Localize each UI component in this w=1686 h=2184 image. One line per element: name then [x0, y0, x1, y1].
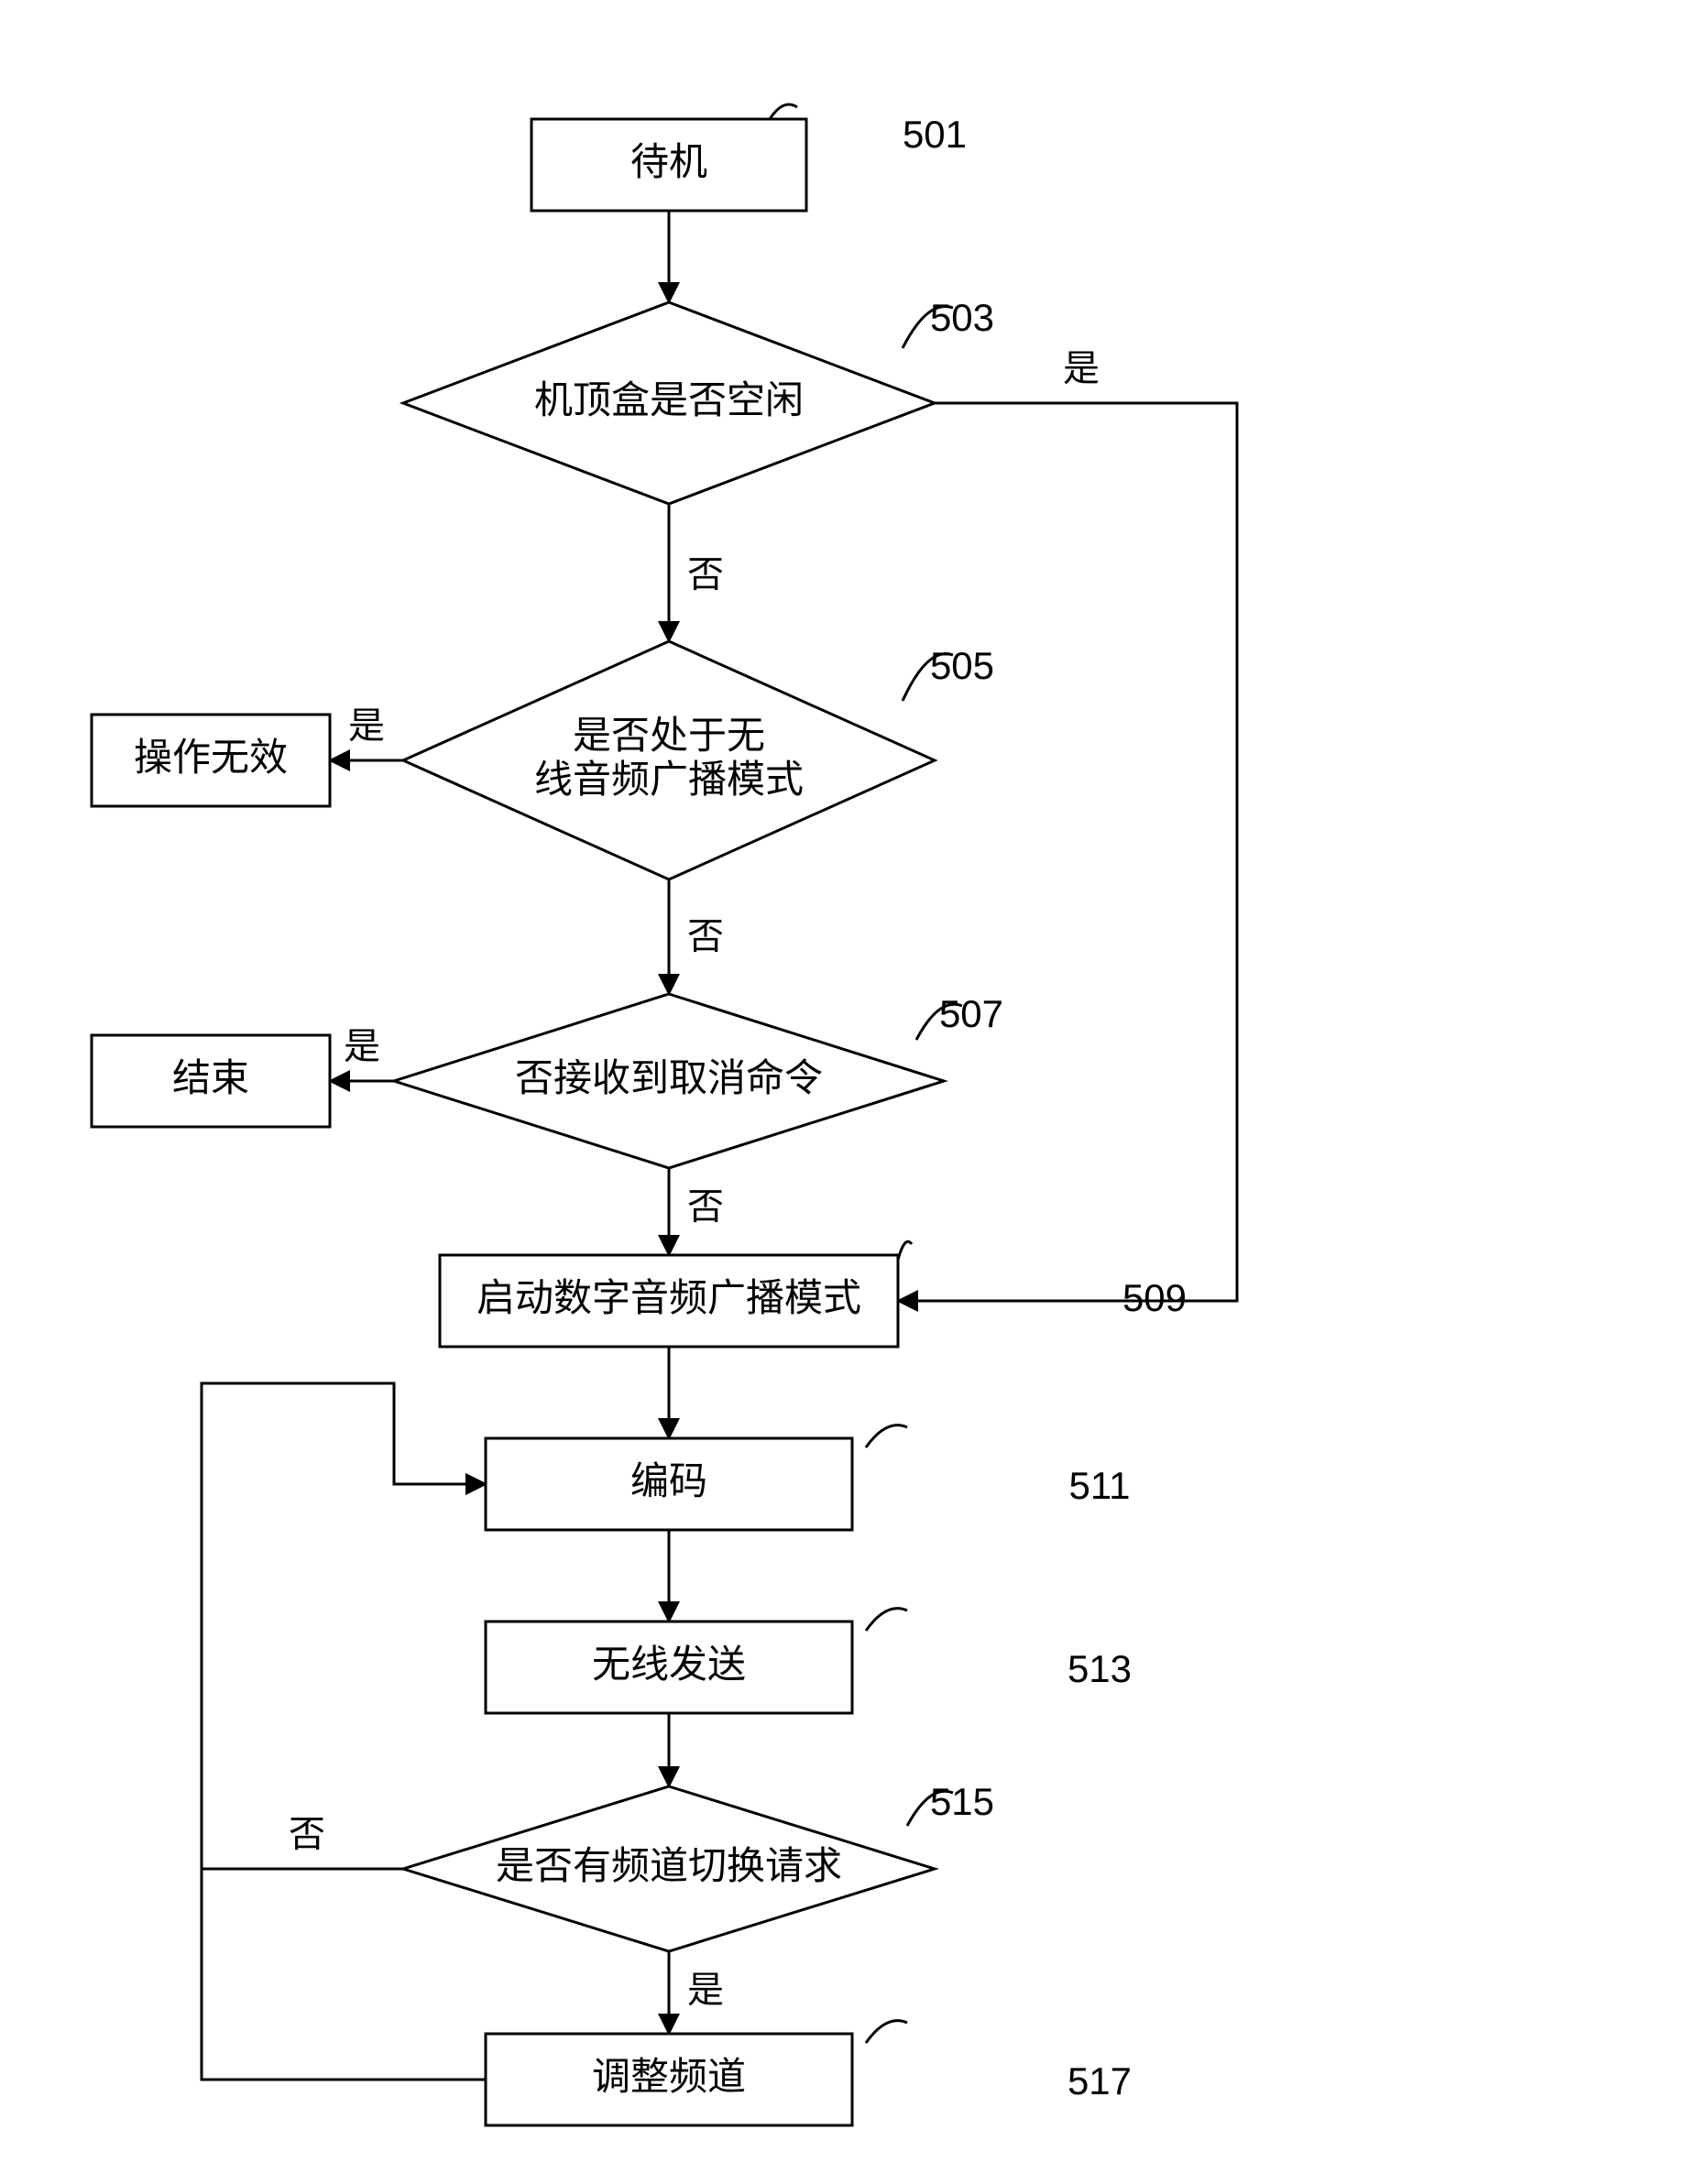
leader-line — [866, 1609, 907, 1631]
edge-label: 否 — [687, 555, 724, 595]
edge-label: 是 — [344, 1027, 380, 1067]
leader-line — [770, 104, 797, 119]
ref-number: 513 — [1067, 1647, 1132, 1690]
ref-number: 505 — [930, 644, 994, 687]
node-label: 无线发送 — [592, 1643, 746, 1686]
leader-line — [866, 2021, 907, 2043]
ref-number: 507 — [939, 992, 1003, 1035]
edge — [898, 403, 1237, 1301]
node-label: 调整频道 — [592, 2055, 746, 2098]
node-label: 线音频广播模式 — [534, 758, 804, 801]
edge-label: 是 — [348, 706, 385, 747]
ref-number: 509 — [1122, 1276, 1187, 1319]
ref-number: 511 — [1069, 1464, 1131, 1507]
edge-label: 是 — [687, 1971, 724, 2011]
node-label: 启动数字音频广播模式 — [476, 1276, 861, 1319]
ref-number: 503 — [930, 296, 994, 339]
node-label: 机顶盒是否空闲 — [534, 378, 804, 421]
edge-label: 否 — [289, 1815, 325, 1855]
edge-label: 是 — [1063, 349, 1100, 389]
ref-number: 501 — [903, 113, 967, 156]
node-label: 操作无效 — [134, 736, 288, 779]
ref-number: 517 — [1067, 2059, 1132, 2102]
node-label: 结束 — [172, 1056, 249, 1099]
ref-number: 515 — [930, 1780, 994, 1823]
leader-line — [866, 1425, 907, 1447]
node-label: 是否有频道切换请求 — [496, 1844, 842, 1887]
edge-label: 否 — [687, 917, 724, 957]
node-label: 编码 — [630, 1459, 707, 1502]
edge — [202, 1383, 486, 2080]
edge — [202, 1383, 486, 1869]
leader-line — [898, 1241, 912, 1260]
node-label: 否接收到取消命令 — [515, 1056, 823, 1099]
node-label: 是否处于无 — [573, 714, 765, 757]
node-label: 待机 — [630, 140, 707, 183]
edge-label: 否 — [687, 1187, 724, 1228]
